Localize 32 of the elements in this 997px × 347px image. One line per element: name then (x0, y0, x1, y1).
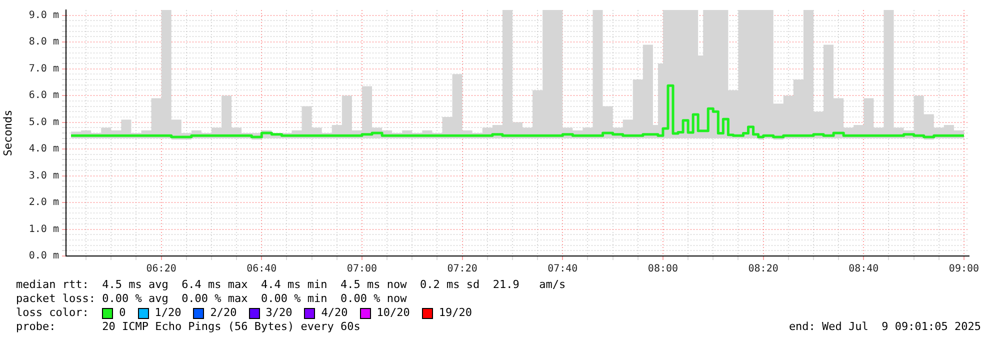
legend-label: 2/20 (210, 306, 237, 320)
y-tick-label: 5.0 m (28, 116, 59, 128)
legend-title: loss color: (16, 306, 90, 320)
text: end: Wed Jul 9 09:01:05 2025 (788, 320, 981, 334)
legend-label: 1/20 (154, 306, 182, 320)
text: median rtt: 4.5 ms avg 6.4 ms max 4.4 ms min 4.5 ms now 0.2 ms sd 21.9 am/s (16, 278, 567, 292)
x-tick-label: 06:20 (146, 264, 176, 275)
y-tick-label: 4.0 m (28, 144, 59, 155)
x-tick-label: 09:00 (948, 264, 980, 275)
x-tick-label: 06:40 (246, 264, 277, 275)
legend-label: 4/20 (321, 306, 348, 320)
y-axis-title: Seconds (1, 110, 14, 156)
legend-label: 19/20 (438, 306, 472, 320)
y-tick-label: 3.0 m (28, 170, 59, 182)
y-tick-label: 1.0 m (28, 224, 59, 235)
legend-label: 0 (119, 306, 126, 320)
x-tick-label: 07:20 (447, 264, 478, 275)
legend-label: 3/20 (266, 306, 292, 320)
y-tick-label: 2.0 m (28, 197, 59, 208)
y-tick-label: 9.0 m (28, 10, 59, 21)
y-tick-label: 0.0 m (28, 250, 59, 262)
legend-label: 10/20 (376, 306, 410, 320)
x-tick-label: 08:00 (648, 264, 678, 275)
text: packet loss: 0.00 % avg 0.00 % max 0.00 % min 0.00 % now (16, 292, 408, 306)
x-tick-label: 08:20 (748, 264, 778, 275)
y-tick-label: 6.0 m (28, 90, 59, 102)
text: probe: 20 ICMP Echo Pings (56 Bytes) every 60s (16, 320, 360, 334)
x-tick-label: 07:00 (346, 264, 378, 275)
y-tick-label: 8.0 m (28, 36, 59, 48)
x-tick-label: 07:40 (548, 264, 578, 275)
y-tick-label: 7.0 m (28, 63, 59, 74)
x-tick-label: 08:40 (848, 264, 879, 275)
